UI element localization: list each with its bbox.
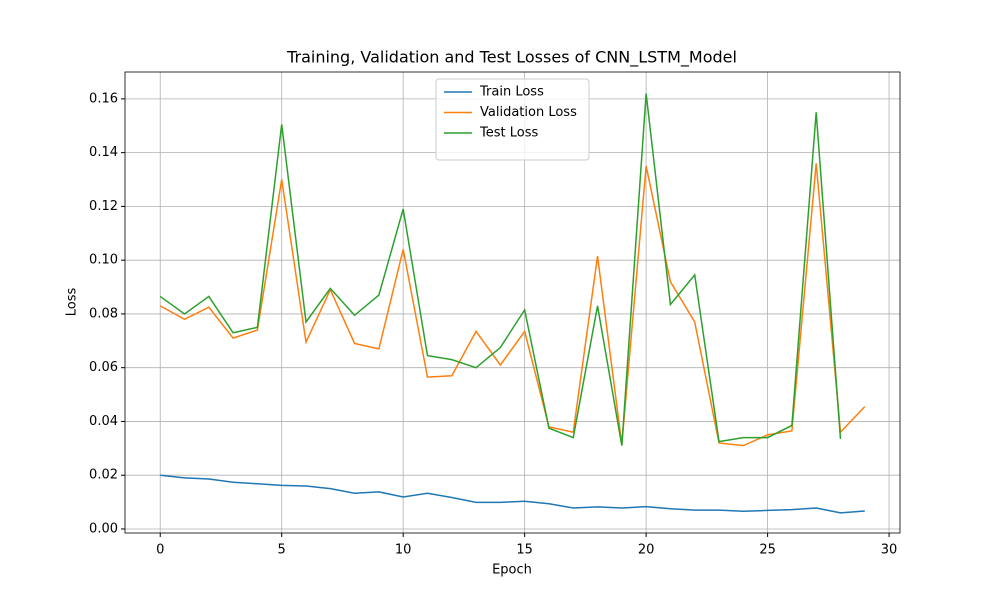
y-tick-label: 0.04 (89, 414, 118, 429)
y-tick-label: 0.12 (89, 199, 118, 214)
x-tick-label: 20 (638, 543, 655, 558)
y-axis-label: Loss (65, 288, 80, 317)
y-tick-label: 0.08 (89, 306, 118, 321)
x-tick-label: 25 (759, 543, 776, 558)
y-tick-label: 0.00 (89, 521, 118, 536)
legend-label: Train Loss (479, 85, 544, 100)
x-axis-label: Epoch (492, 563, 532, 578)
legend-label: Test Loss (479, 126, 538, 141)
x-tick-label: 0 (156, 543, 164, 558)
series-line (160, 474, 865, 514)
y-tick-label: 0.14 (89, 145, 118, 160)
x-tick-label: 5 (278, 543, 286, 558)
y-tick-label: 0.10 (89, 253, 118, 268)
series-line (159, 163, 866, 447)
y-tick-label: 0.02 (89, 468, 118, 483)
y-tick-label: 0.06 (89, 360, 118, 375)
y-tick-label: 0.16 (89, 91, 118, 106)
chart-title: Training, Validation and Test Losses of … (286, 48, 737, 68)
x-tick-label: 10 (395, 543, 412, 558)
series-line (159, 93, 842, 446)
legend-label: Validation Loss (480, 105, 577, 120)
plot-frame (124, 71, 901, 534)
legend-box (435, 78, 590, 161)
x-tick-label: 30 (881, 543, 898, 558)
x-tick-label: 15 (516, 543, 533, 558)
